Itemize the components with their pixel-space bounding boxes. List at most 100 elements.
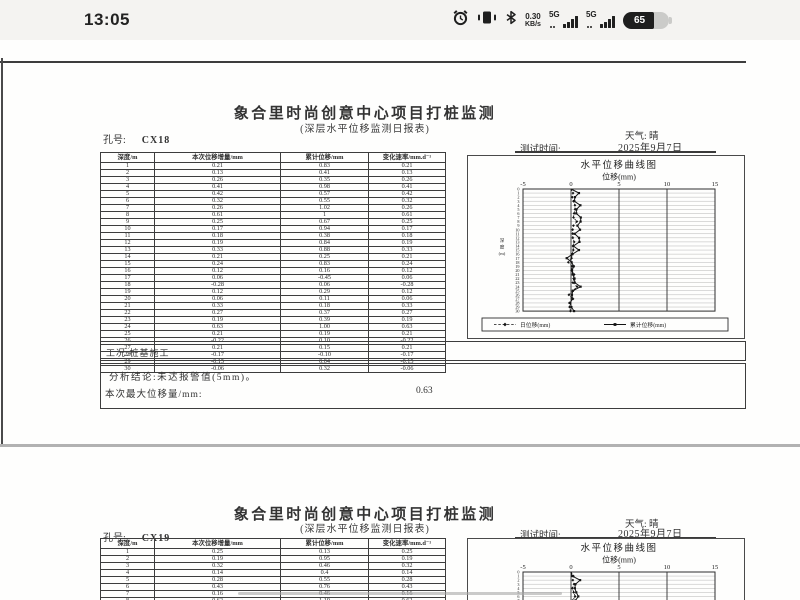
alarm-clock-icon	[452, 9, 469, 31]
table-row: 3 0.32 0.46 0.32	[100, 562, 446, 570]
table-row: 16 0.12 0.16 0.12	[100, 267, 446, 275]
chart-y-tick: 2	[517, 195, 519, 200]
chart-x-tick: -5	[520, 181, 525, 188]
marker-diamond	[571, 191, 575, 195]
marker-square	[578, 240, 581, 244]
chart-y-tick: 6	[517, 211, 519, 216]
table-row: 6 0.32 0.55 0.32	[100, 197, 446, 205]
marker-diamond	[572, 590, 576, 594]
chart-y-tick: 9	[517, 223, 519, 228]
battery-percent: 65	[633, 14, 646, 26]
marker-diamond	[570, 195, 574, 199]
chart-y-tick: 4	[517, 203, 520, 208]
table-row: 19 0.12 0.29 0.12	[100, 288, 446, 296]
table-header-cell: 深度/m	[100, 538, 155, 549]
chart-y-tick: 8	[517, 219, 519, 224]
marker-square	[577, 236, 581, 239]
chart-y-tick: 29	[515, 305, 519, 310]
table-row: 1 0.21 0.83 0.21	[100, 162, 446, 170]
legend-label: 日位移(mm)	[520, 321, 550, 329]
table-row: 18 -0.28 0.06 -0.28	[100, 281, 446, 289]
test-time-underline	[515, 151, 716, 153]
battery-nub	[669, 16, 673, 24]
bluetooth-icon	[505, 10, 517, 30]
chart-y-tick: 14	[515, 244, 520, 249]
chart-y-tick: 16	[515, 252, 519, 257]
chart-y-axis-label: 深	[500, 237, 505, 244]
chart-x-tick: 15	[712, 564, 719, 571]
report-subtitle: (深层水平位移监测日报表)	[300, 124, 430, 135]
chart-y-tick: 5	[517, 207, 519, 212]
chart-y-axis-label: (m)	[499, 251, 506, 256]
table-header-row: 深度/m 本次位移增量/mm 累计位移/mm 变化速率/mm.d⁻¹	[100, 538, 446, 549]
table-row: 30 -0.06 0.32 -0.06	[100, 365, 446, 373]
table-header-cell: 深度/m	[100, 152, 155, 163]
chart-y-tick: 22	[515, 276, 519, 281]
chart-y-axis-label: 度	[500, 244, 505, 251]
table-row: 9 0.25 0.67 0.25	[100, 218, 446, 226]
chart-y-tick: 18	[515, 260, 519, 265]
marker-square	[579, 216, 582, 219]
marker-square	[575, 212, 578, 215]
status-bar: 13:05 0	[0, 0, 800, 40]
table-row: 10 0.17 0.94 0.17	[100, 225, 446, 233]
chart-y-tick: 1	[517, 574, 519, 579]
marker-square	[573, 200, 576, 203]
test-time-underline	[515, 537, 716, 539]
table-header-row: 深度/m 本次位移增量/mm 累计位移/mm 变化速率/mm.d⁻¹	[100, 152, 446, 163]
marker-diamond	[571, 228, 575, 232]
legend-label: 累计位移(mm)	[630, 321, 666, 329]
chart-x-tick: -5	[520, 564, 525, 571]
table-header-cell: 累计位移/mm	[280, 152, 369, 163]
table-header-cell: 变化速率/mm.d⁻¹	[368, 152, 446, 163]
report-page-cx19[interactable]: 象合里时尚创意中心项目打桩监测 (深层水平位移监测日报表) 孔号: CX19 天气…	[0, 447, 800, 600]
max-displacement-label: 本次最大位移量/mm:	[105, 390, 203, 400]
table-row: 4 0.14 0.4 0.14	[100, 569, 446, 577]
marker-square	[576, 224, 579, 227]
chart-x-axis-label: 位移(mm)	[602, 172, 636, 182]
network-speed-unit: KB/s	[525, 20, 541, 28]
marker-square	[571, 297, 574, 300]
table-header-cell: 变化速率/mm.d⁻¹	[368, 538, 446, 549]
table-row: 23 0.19 0.39 0.19	[100, 316, 446, 324]
chart-y-tick: 7	[517, 598, 519, 600]
chart-x-tick: 0	[569, 564, 572, 571]
marker-diamond	[568, 305, 571, 309]
marker-square	[575, 208, 578, 211]
marker-square	[571, 574, 574, 578]
marker-diamond	[571, 248, 575, 252]
table-row: 6 0.43 0.76 0.43	[100, 583, 446, 591]
marker-square	[573, 277, 576, 280]
chart-y-tick: 1	[517, 191, 519, 196]
marker-square	[572, 244, 575, 248]
chart-y-tick: 0	[517, 570, 519, 575]
table-row: 21 0.33 0.18 0.33	[100, 302, 446, 310]
monitoring-table: 深度/m 本次位移增量/mm 累计位移/mm 变化速率/mm.d⁻¹ 1 0.21 0.83…	[100, 152, 446, 373]
marker-square	[573, 587, 576, 590]
marker-diamond	[573, 595, 577, 598]
marker-square	[574, 583, 577, 586]
chart-plot-border	[522, 188, 716, 312]
table-row: 20 0.06 0.11 0.06	[100, 295, 446, 303]
table-row: 80.621.190.62	[100, 597, 446, 600]
page-divider	[0, 444, 800, 447]
marker-square	[577, 248, 581, 252]
marker-square	[579, 285, 582, 288]
chart-x-tick: 5	[617, 564, 620, 571]
chart-legend: 日位移(mm) 累计位移(mm)	[481, 317, 729, 332]
chart-title: 水平位移曲线图	[580, 159, 657, 171]
chart-y-tick: 23	[515, 280, 519, 285]
report-page-cx18[interactable]: 象合里时尚创意中心项目打桩监测 (深层水平位移监测日报表) 孔号: CX18 天气…	[0, 40, 800, 445]
chart-y-tick: 3	[517, 582, 519, 587]
test-time-label: 测试时间:	[520, 145, 561, 155]
marker-diamond	[575, 220, 579, 223]
report-title: 象合里时尚创意中心项目打桩监测	[233, 106, 497, 122]
chart-y-tick: 4	[517, 586, 520, 591]
chart-y-tick: 15	[515, 248, 519, 253]
status-icons: 0.30 KB/s 5G 5G 65	[452, 7, 673, 33]
table-header-cell: 本次位移增量/mm	[154, 538, 281, 549]
displacement-chart: 水平位移曲线图位移(mm)-50510150123456789101112131…	[467, 538, 745, 600]
chart-y-tick: 11	[515, 231, 519, 236]
table-row: 1 0.25 0.13 0.25	[100, 548, 446, 556]
marker-square	[573, 196, 577, 199]
